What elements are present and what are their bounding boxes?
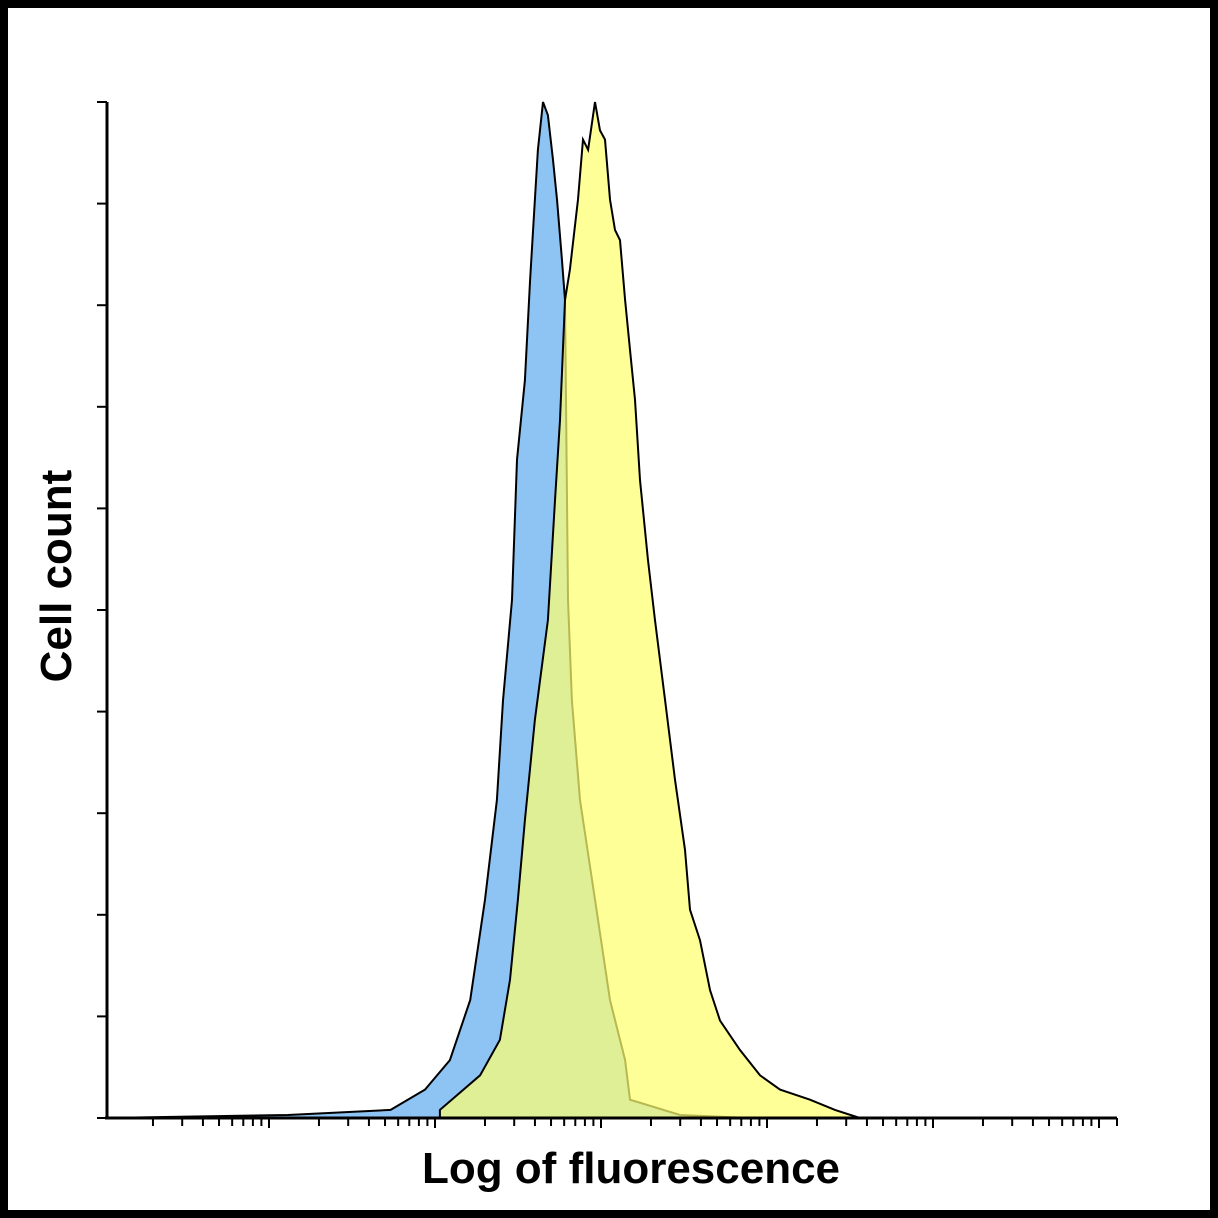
x-axis-label: Log of fluorescence bbox=[422, 1144, 840, 1193]
y-axis-label: Cell count bbox=[32, 469, 81, 682]
series-layer bbox=[106, 101, 861, 1120]
axes bbox=[97, 101, 1118, 1128]
histogram-series-2 bbox=[438, 101, 861, 1119]
